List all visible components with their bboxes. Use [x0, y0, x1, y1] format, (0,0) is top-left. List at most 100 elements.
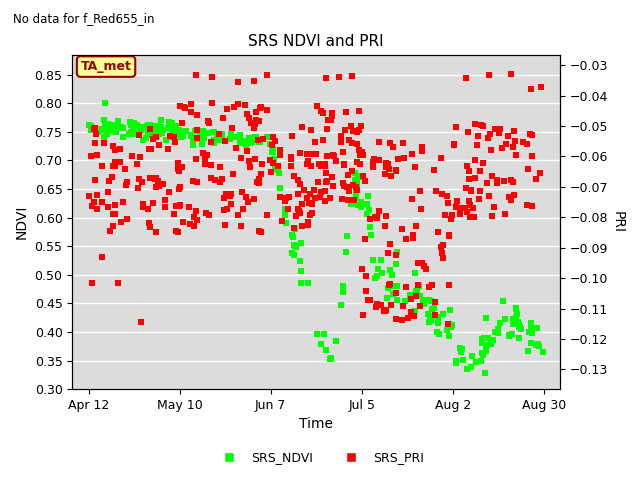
Point	[351, 174, 362, 181]
Point	[469, 213, 479, 221]
Point	[88, 125, 99, 132]
Point	[152, 177, 163, 184]
Point	[381, 161, 391, 168]
Point	[507, 331, 517, 338]
Point	[250, 156, 260, 163]
Point	[355, 160, 365, 168]
Point	[348, 181, 358, 189]
Point	[168, 128, 178, 135]
Point	[493, 129, 504, 137]
Point	[296, 279, 307, 287]
Point	[207, 99, 217, 107]
Point	[235, 139, 245, 147]
Title: SRS NDVI and PRI: SRS NDVI and PRI	[248, 34, 384, 49]
Point	[220, 222, 230, 229]
Point	[444, 231, 454, 239]
Point	[475, 187, 485, 194]
Point	[191, 216, 202, 224]
Point	[385, 266, 395, 274]
Point	[442, 192, 452, 199]
Point	[192, 127, 202, 134]
Point	[195, 132, 205, 140]
Text: TA_met: TA_met	[81, 60, 131, 73]
Point	[391, 315, 401, 323]
Point	[143, 120, 153, 128]
Point	[351, 187, 362, 194]
Point	[253, 138, 264, 146]
Point	[483, 134, 493, 142]
Point	[461, 74, 471, 82]
Point	[275, 184, 285, 192]
Point	[468, 204, 479, 212]
Point	[289, 172, 300, 180]
Point	[179, 218, 189, 226]
Point	[334, 73, 344, 81]
Point	[195, 135, 205, 143]
Point	[174, 167, 184, 175]
Point	[150, 183, 161, 191]
Point	[417, 147, 427, 155]
Point	[534, 342, 545, 350]
Point	[526, 339, 536, 347]
Point	[177, 132, 188, 140]
Point	[146, 128, 156, 136]
Point	[270, 137, 280, 145]
Point	[181, 127, 191, 135]
Point	[251, 133, 261, 141]
Point	[133, 131, 143, 139]
Point	[368, 158, 378, 166]
Point	[321, 178, 331, 185]
Point	[222, 205, 232, 213]
Point	[214, 136, 224, 144]
Point	[481, 345, 491, 352]
Point	[385, 240, 396, 247]
Point	[304, 199, 314, 206]
Point	[303, 221, 313, 228]
Point	[346, 122, 356, 130]
Point	[420, 265, 431, 273]
Point	[527, 329, 538, 337]
Point	[307, 209, 317, 217]
Point	[154, 141, 164, 149]
Point	[509, 191, 519, 199]
Point	[374, 138, 385, 145]
Point	[262, 211, 272, 219]
Point	[419, 296, 429, 304]
Point	[432, 328, 442, 336]
Point	[167, 120, 177, 127]
Point	[107, 173, 117, 181]
Point	[417, 298, 428, 305]
Point	[362, 210, 372, 217]
Point	[321, 75, 331, 83]
Point	[292, 205, 303, 213]
Point	[348, 168, 358, 175]
Point	[360, 235, 370, 242]
Point	[152, 122, 162, 130]
Point	[383, 160, 393, 168]
Point	[321, 346, 331, 354]
Point	[474, 168, 484, 175]
Point	[509, 127, 519, 135]
Point	[461, 208, 472, 216]
Point	[198, 132, 208, 140]
Point	[322, 152, 332, 159]
Point	[143, 205, 153, 213]
Point	[228, 170, 239, 178]
Point	[204, 211, 214, 219]
Point	[415, 187, 426, 194]
Point	[262, 72, 273, 79]
Point	[198, 127, 209, 135]
Point	[197, 141, 207, 148]
Point	[379, 307, 389, 314]
Point	[427, 281, 437, 289]
Point	[241, 138, 251, 146]
Point	[274, 169, 284, 177]
Point	[109, 210, 120, 218]
Point	[451, 123, 461, 131]
Point	[166, 131, 177, 139]
Point	[280, 197, 290, 205]
Point	[143, 131, 153, 139]
Point	[86, 122, 96, 130]
Point	[527, 202, 538, 210]
Point	[508, 315, 518, 323]
